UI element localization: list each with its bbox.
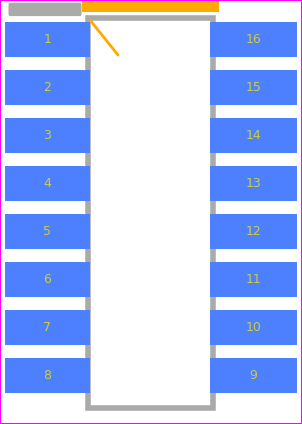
- Bar: [5, 118, 90, 153]
- Bar: [210, 310, 297, 345]
- Bar: [5, 70, 90, 105]
- Text: 2: 2: [43, 81, 51, 94]
- Text: 9: 9: [249, 369, 257, 382]
- Bar: [5, 262, 90, 297]
- Bar: [210, 118, 297, 153]
- Bar: [210, 22, 297, 57]
- FancyBboxPatch shape: [8, 3, 82, 16]
- Bar: [210, 214, 297, 249]
- Bar: [82, 0, 219, 12]
- Text: 5: 5: [43, 225, 52, 238]
- Bar: [5, 22, 90, 57]
- Bar: [210, 70, 297, 105]
- Bar: [5, 166, 90, 201]
- Text: 8: 8: [43, 369, 52, 382]
- Bar: [88, 18, 213, 408]
- Text: 13: 13: [246, 177, 261, 190]
- Bar: [210, 262, 297, 297]
- Text: 4: 4: [43, 177, 51, 190]
- Bar: [210, 358, 297, 393]
- Bar: [5, 358, 90, 393]
- Text: 15: 15: [246, 81, 262, 94]
- Text: 10: 10: [246, 321, 262, 334]
- Text: 3: 3: [43, 129, 51, 142]
- Text: 1: 1: [43, 33, 51, 46]
- Text: 6: 6: [43, 273, 51, 286]
- Text: 16: 16: [246, 33, 261, 46]
- Bar: [5, 214, 90, 249]
- Bar: [210, 166, 297, 201]
- Text: 11: 11: [246, 273, 261, 286]
- Text: 14: 14: [246, 129, 261, 142]
- Text: 7: 7: [43, 321, 52, 334]
- Bar: [5, 310, 90, 345]
- Text: 12: 12: [246, 225, 261, 238]
